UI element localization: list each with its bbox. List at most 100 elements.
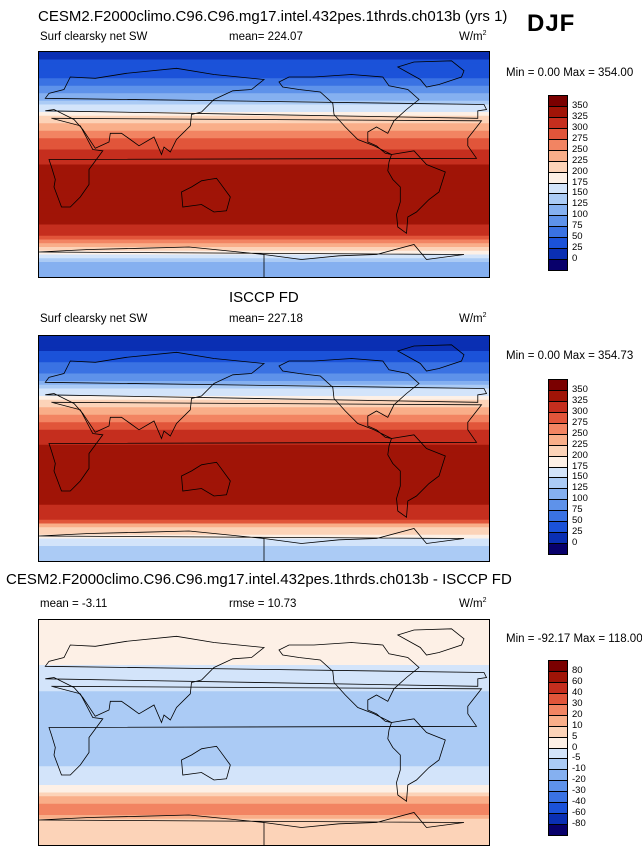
- field-band: [39, 721, 489, 726]
- field-band: [39, 89, 489, 94]
- field-band: [39, 713, 489, 719]
- field-band: [39, 695, 489, 700]
- panel-2-mean: mean= 227.18: [229, 313, 303, 325]
- field-band: [39, 194, 489, 199]
- field-band: [39, 463, 489, 468]
- colorbar-tick-label: 40: [572, 686, 583, 698]
- coastline-northamerica: [278, 642, 420, 723]
- field-band: [39, 459, 489, 465]
- field-band: [39, 149, 489, 154]
- colorbar-tick-label: 250: [572, 427, 588, 439]
- field-band: [39, 224, 489, 229]
- field-band: [39, 646, 489, 651]
- field-band: [39, 620, 489, 625]
- field-band: [39, 429, 489, 435]
- coastline-africa: [48, 685, 483, 776]
- field-band: [39, 743, 489, 749]
- field-band: [39, 70, 489, 76]
- coastline-eurasia: [44, 635, 488, 724]
- colorbar-tick-label: 80: [572, 664, 583, 676]
- coastline-australia: [181, 745, 231, 781]
- field-band: [39, 785, 489, 790]
- field-band: [39, 172, 489, 177]
- field-band: [39, 205, 489, 211]
- field-band: [39, 232, 489, 237]
- field-band: [39, 781, 489, 786]
- field-band: [39, 369, 489, 375]
- field-band: [39, 668, 489, 674]
- field-band: [39, 67, 489, 72]
- colorbar-tick-label: 250: [572, 143, 588, 155]
- field-band: [39, 512, 489, 517]
- panel-3-rmse: rmse = 10.73: [229, 598, 297, 610]
- field-band: [39, 467, 489, 472]
- panel-1-colorbar: 0 25 50 75 100 125 150 175 200 225 250 275 300 325 350: [548, 95, 608, 271]
- field-band: [39, 702, 489, 707]
- field-band: [39, 183, 489, 188]
- field-band: [39, 164, 489, 169]
- field-band: [39, 168, 489, 173]
- field-band: [39, 623, 489, 629]
- field-band: [39, 770, 489, 775]
- field-band: [39, 672, 489, 677]
- coastline-southamerica: [387, 150, 446, 235]
- coastline-antarctica: [39, 244, 465, 277]
- field-band: [39, 501, 489, 506]
- colorbar-tick-label: 125: [572, 482, 588, 494]
- field-band: [39, 803, 489, 809]
- field-band: [39, 93, 489, 98]
- colorbar-tick-label: 0: [572, 537, 578, 549]
- colorbar-tick-label: 175: [572, 176, 588, 188]
- colorbar-tick-label: 150: [572, 471, 588, 483]
- panel-2-map-svg: [39, 336, 489, 561]
- panel-1-map-svg: [39, 52, 489, 277]
- field-band: [39, 422, 489, 427]
- field-band: [39, 486, 489, 491]
- panel-3-units: W/m2: [459, 597, 487, 610]
- panel-1-units: W/m2: [459, 30, 487, 43]
- field-band: [39, 800, 489, 805]
- colorbar-tick-label: 325: [572, 110, 588, 122]
- panel-3-map: [38, 619, 490, 846]
- field-band: [39, 736, 489, 741]
- field-band: [39, 676, 489, 681]
- field-band: [39, 179, 489, 184]
- field-band: [39, 523, 489, 528]
- field-band: [39, 411, 489, 416]
- coastline-greenland: [396, 628, 465, 656]
- field-band: [39, 104, 489, 109]
- field-band: [39, 202, 489, 207]
- field-band: [39, 52, 489, 57]
- field-band: [39, 247, 489, 252]
- panel-1-title: CESM2.F2000climo.C96.C96.mg17.intel.432p…: [38, 8, 508, 25]
- field-band: [39, 706, 489, 711]
- field-band: [39, 59, 489, 64]
- field-band: [39, 362, 489, 367]
- coastline-antarctica: [39, 812, 465, 845]
- field-band: [39, 339, 489, 345]
- colorbar-tick-label: 150: [572, 187, 588, 199]
- field-band: [39, 766, 489, 771]
- field-band: [39, 452, 489, 457]
- field-band: [39, 661, 489, 666]
- colorbar-tick-label: 60: [572, 675, 583, 687]
- field-band: [39, 433, 489, 438]
- field-band: [39, 418, 489, 423]
- colorbar-tick-label: 10: [572, 719, 583, 731]
- colorbar-tick-label: 275: [572, 416, 588, 428]
- field-band: [39, 508, 489, 513]
- panel-2-minmax: Min = 0.00 Max = 354.73: [506, 350, 634, 362]
- field-band: [39, 127, 489, 132]
- field-band: [39, 354, 489, 360]
- coastline-africa: [48, 117, 483, 208]
- field-band: [39, 635, 489, 640]
- field-band: [39, 807, 489, 812]
- panel-1-variable: Surf clearsky net SW: [40, 31, 148, 43]
- field-band: [39, 142, 489, 147]
- field-band: [39, 489, 489, 495]
- coastline-northamerica: [278, 358, 420, 439]
- colorbar-tick-label: 75: [572, 220, 583, 232]
- colorbar-tick-label: 25: [572, 526, 583, 538]
- colorbar-tick-label: 325: [572, 394, 588, 406]
- field-band: [39, 531, 489, 536]
